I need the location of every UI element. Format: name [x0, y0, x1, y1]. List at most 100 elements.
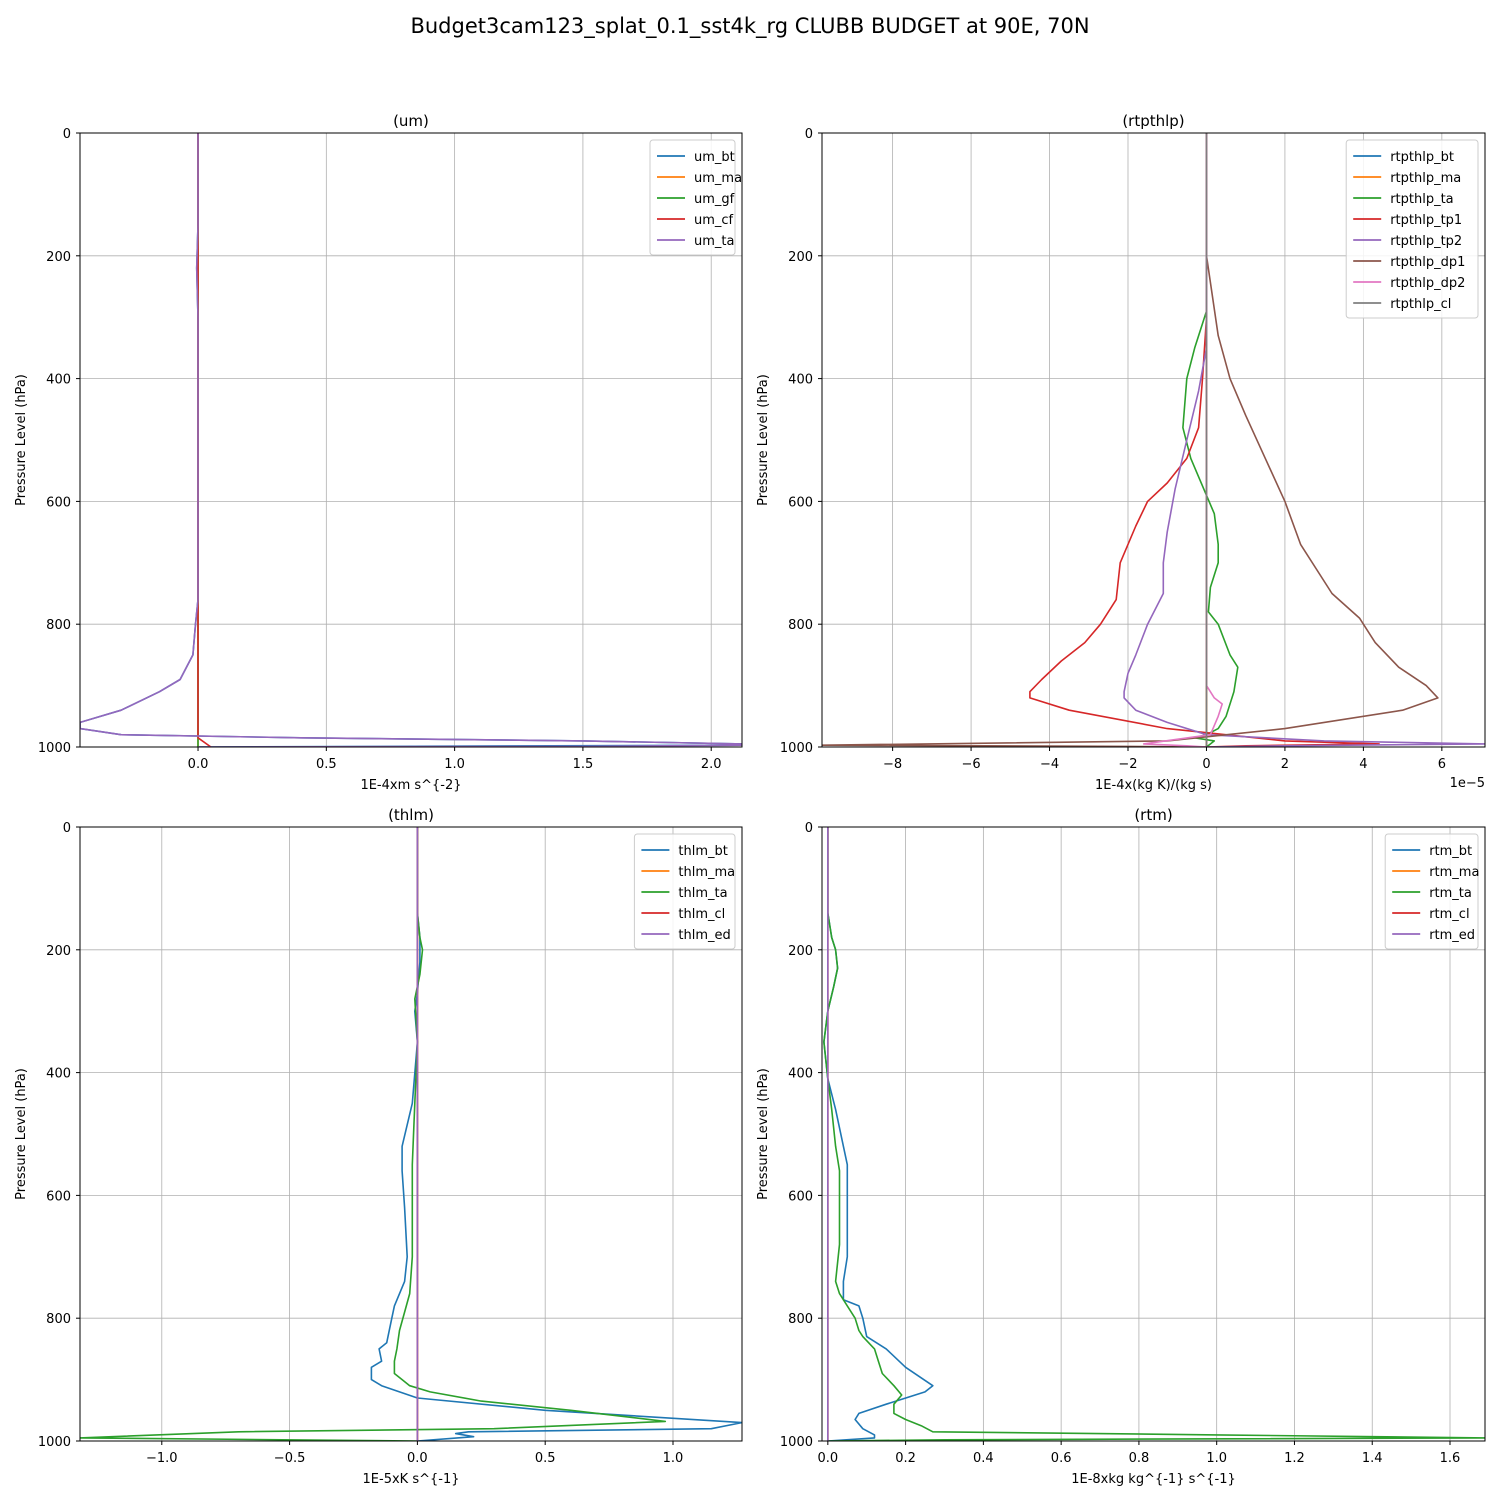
- y-axis-label: Pressure Level (hPa): [14, 1068, 29, 1200]
- legend-label: rtpthlp_dp2: [1390, 276, 1465, 291]
- legend-label: rtm_ma: [1429, 865, 1479, 880]
- y-axis-label: Pressure Level (hPa): [756, 1068, 771, 1200]
- x-offset-label: 1e−5: [1450, 776, 1485, 791]
- y-tick-label: 0: [63, 127, 71, 142]
- x-tick-label: 0.5: [535, 1451, 556, 1466]
- y-tick-label: 600: [46, 495, 71, 510]
- series-layer: [80, 133, 742, 747]
- x-tick-label: 0.6: [1051, 1451, 1072, 1466]
- legend-label: um_ma: [694, 171, 742, 186]
- chart-panel-rtm: 0.0 0.2 0.4 0.6 0.8 1.0 1.2 1.4 1.6 0 200 400 600 800…: [756, 806, 1486, 1487]
- y-tick-label: 0: [805, 127, 813, 142]
- y-axis-label: Pressure Level (hPa): [756, 374, 771, 506]
- legend-box: [649, 139, 736, 256]
- legend: thlm_bt thlm_ma thlm_ta thlm_cl thlm_ed: [633, 833, 736, 950]
- legend: rtpthlp_bt rtpthlp_ma rtpthlp_ta rtpthlp_tp…: [1345, 139, 1479, 319]
- y-tick-label: 600: [46, 1189, 71, 1204]
- x-tick-label: 1.4: [1362, 1451, 1383, 1466]
- y-tick-label: 400: [46, 1067, 71, 1082]
- series-line-rtpthlp_dp2: [1142, 133, 1223, 747]
- y-tick-label: 1000: [780, 1435, 813, 1450]
- y-tick-label: 1000: [38, 1435, 71, 1450]
- legend-label: thlm_bt: [678, 844, 727, 859]
- x-tick-label: −2: [1118, 757, 1137, 772]
- legend: rtm_bt rtm_ma rtm_ta rtm_cl rtm_ed: [1384, 833, 1479, 950]
- legend-label: rtpthlp_ma: [1390, 171, 1461, 186]
- y-tick-label: 400: [788, 373, 813, 388]
- x-tick-label: 1.6: [1440, 1451, 1461, 1466]
- x-tick-label: 0.0: [188, 757, 209, 772]
- series-line-um_bt: [80, 133, 742, 747]
- x-tick-label: 0.0: [817, 1451, 838, 1466]
- y-tick-label: 0: [805, 821, 813, 836]
- legend: um_bt um_ma um_gf um_cf um_ta: [649, 139, 742, 256]
- series-line-um_cf: [197, 133, 212, 747]
- x-tick-label: −6: [961, 757, 980, 772]
- x-axis-label: 1E-8xkg kg^{-1} s^{-1}: [1071, 1472, 1236, 1487]
- x-tick-label: 2: [1281, 757, 1289, 772]
- x-axis-label: 1E-4xm s^{-2}: [360, 778, 461, 793]
- y-tick-label: 200: [46, 250, 71, 265]
- x-tick-label: 1.5: [573, 757, 594, 772]
- legend-label: rtm_ta: [1429, 886, 1472, 901]
- series-layer: [822, 133, 1485, 747]
- y-tick-label: 800: [46, 618, 71, 633]
- x-tick-label: 1.0: [444, 757, 465, 772]
- legend-label: um_bt: [694, 150, 735, 165]
- legend-label: rtpthlp_tp1: [1390, 213, 1462, 228]
- x-tick-label: 0.2: [895, 1451, 916, 1466]
- x-tick-label: 6: [1438, 757, 1446, 772]
- y-tick-label: 1000: [780, 741, 813, 756]
- legend-label: um_cf: [694, 213, 734, 228]
- legend-label: rtpthlp_bt: [1390, 150, 1454, 165]
- x-tick-label: −0.5: [274, 1451, 306, 1466]
- legend-label: um_ta: [694, 234, 734, 249]
- y-tick-label: 400: [788, 1067, 813, 1082]
- legend-label: rtpthlp_tp2: [1390, 234, 1462, 249]
- series-line-um_ta: [80, 133, 742, 747]
- legend-box: [1384, 833, 1479, 950]
- chart-panel-thlm: −1.0 −0.5 0.0 0.5 1.0 0 200 400 600 800 1000 (thlm)…: [14, 806, 743, 1487]
- legend-box: [633, 833, 736, 950]
- chart-panel-rtpthlp: −8 −6 −4 −2 0 2 4 6 0 200 400 600 800 1000 (rtpthlp) 1E…: [756, 112, 1486, 793]
- y-tick-label: 800: [788, 1312, 813, 1327]
- x-tick-label: −8: [883, 757, 902, 772]
- series-layer: [80, 827, 742, 1441]
- x-tick-label: 1.0: [1206, 1451, 1227, 1466]
- y-tick-label: 200: [788, 250, 813, 265]
- series-line-rtpthlp_tp1: [1029, 133, 1380, 747]
- panel-title: (thlm): [388, 806, 434, 824]
- series-line-rtpthlp_dp1: [822, 133, 1439, 747]
- series-layer: [823, 827, 1485, 1441]
- axes-frame: [821, 132, 1486, 748]
- y-tick-label: 600: [788, 1189, 813, 1204]
- series-line-thlm_ta: [80, 827, 667, 1441]
- series-line-rtm_bt: [823, 827, 934, 1441]
- panel-title: (rtpthlp): [1122, 112, 1184, 130]
- series-line-rtm_ta: [823, 827, 1485, 1441]
- legend-label: thlm_ta: [678, 886, 727, 901]
- series-line-rtpthlp_tp2: [1123, 133, 1485, 747]
- y-tick-label: 0: [63, 821, 71, 836]
- legend-label: thlm_ma: [678, 865, 735, 880]
- x-tick-label: −4: [1040, 757, 1059, 772]
- legend-label: thlm_cl: [678, 907, 725, 922]
- x-tick-label: 0.4: [973, 1451, 994, 1466]
- chart-panel-um: 0.0 0.5 1.0 1.5 2.0 0 200 400 600 800 1000 (um) 1E-4…: [14, 112, 743, 793]
- y-tick-label: 800: [46, 1312, 71, 1327]
- x-tick-label: 0.0: [407, 1451, 428, 1466]
- legend-label: thlm_ed: [678, 928, 730, 943]
- axes-frame: [79, 132, 743, 748]
- x-tick-label: 1.0: [663, 1451, 684, 1466]
- series-line-rtpthlp_ta: [1182, 133, 1239, 747]
- legend-box: [1345, 139, 1479, 319]
- x-tick-label: 2.0: [701, 757, 722, 772]
- axes-frame: [821, 826, 1486, 1442]
- y-tick-label: 200: [46, 944, 71, 959]
- legend-label: rtpthlp_cl: [1390, 297, 1451, 312]
- legend-label: um_gf: [694, 192, 735, 207]
- y-tick-label: 600: [788, 495, 813, 510]
- x-tick-label: 0.8: [1129, 1451, 1150, 1466]
- x-tick-label: 0: [1202, 757, 1210, 772]
